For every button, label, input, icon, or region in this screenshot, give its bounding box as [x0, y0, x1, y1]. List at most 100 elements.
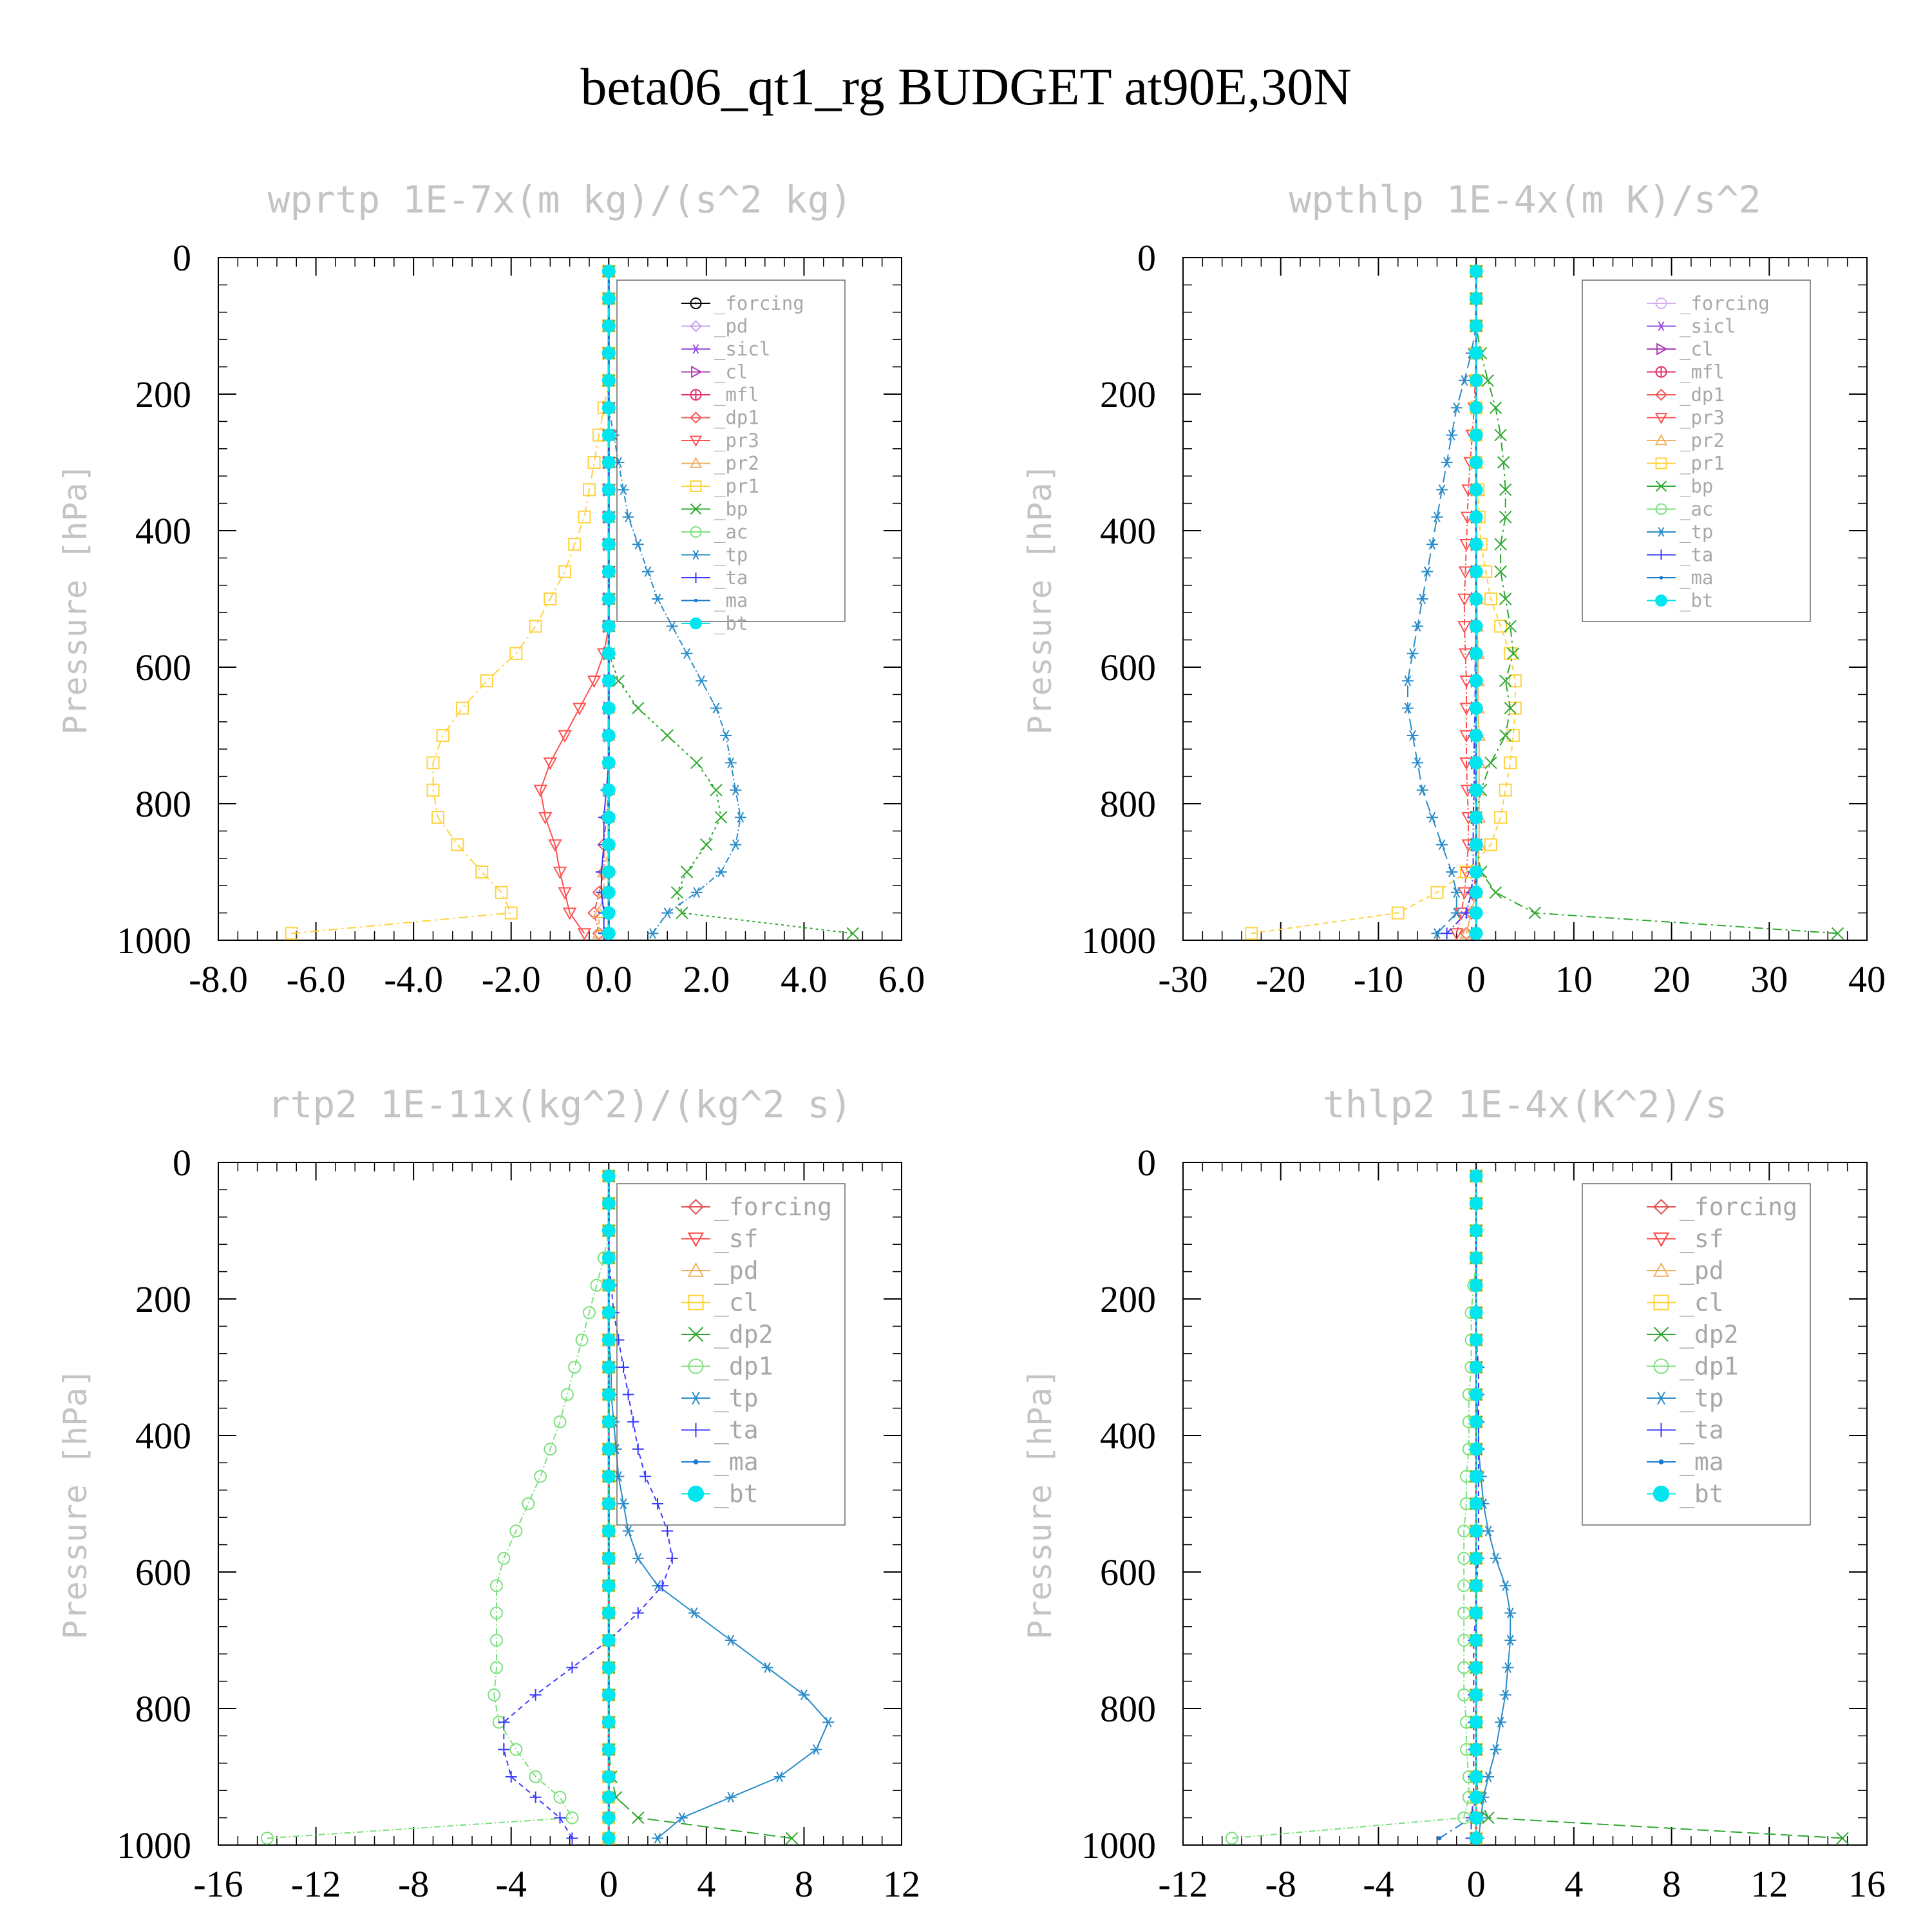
data-point — [622, 1526, 634, 1537]
data-point — [724, 1792, 737, 1803]
data-point — [601, 1442, 616, 1456]
data-point — [1469, 537, 1483, 551]
legend-label: _forcing — [1680, 292, 1770, 315]
data-point — [578, 510, 591, 524]
data-point — [1499, 783, 1512, 797]
data-point — [509, 647, 523, 660]
x-tick-label: 4 — [697, 1863, 715, 1905]
data-point — [495, 886, 508, 899]
data-point — [1437, 1836, 1442, 1841]
series-bt — [1469, 264, 1483, 940]
data-point — [498, 1743, 510, 1756]
data-point — [1469, 1743, 1483, 1757]
data-point — [681, 648, 693, 659]
data-point — [489, 1634, 503, 1647]
chart-panel-1: wprtp 1E-7x(m kg)/(s^2 kg) Pressure [hPa]… — [57, 178, 925, 1000]
data-point — [601, 1715, 616, 1729]
legend-label: _ta — [714, 567, 748, 589]
legend-label: _pr2 — [714, 453, 759, 475]
legend-marker — [688, 1358, 704, 1374]
data-point — [1469, 1278, 1483, 1293]
legend-label: _pd — [714, 316, 748, 338]
data-point — [1489, 886, 1502, 899]
y-tick-label: 400 — [1100, 1415, 1156, 1457]
data-point — [1459, 539, 1473, 552]
legend-marker — [1653, 1198, 1669, 1215]
data-point — [632, 701, 645, 715]
legend-marker — [1653, 1327, 1669, 1342]
data-point — [543, 757, 558, 770]
data-point — [566, 1832, 578, 1844]
panel-title: thlp2 1E-4x(K^2)/s — [1323, 1083, 1728, 1126]
data-point — [632, 1443, 644, 1455]
legend-label: _dp2 — [1680, 1320, 1739, 1349]
data-point — [1469, 838, 1483, 851]
data-point — [1406, 730, 1419, 741]
legend-marker — [1655, 457, 1667, 469]
data-point — [1446, 430, 1458, 440]
legend-marker — [691, 365, 703, 379]
x-tick-label: -4.0 — [384, 958, 443, 1000]
data-point — [1469, 292, 1483, 306]
data-point — [1469, 1811, 1483, 1825]
data-point — [1484, 838, 1497, 851]
data-point — [666, 621, 678, 632]
data-point — [696, 675, 708, 687]
legend-marker — [694, 598, 698, 603]
x-tick-label: 30 — [1750, 958, 1788, 1000]
data-point — [601, 1305, 616, 1320]
data-point — [618, 1498, 630, 1510]
data-point — [601, 1743, 616, 1757]
data-point — [710, 703, 723, 714]
series-dp1 — [260, 1170, 616, 1845]
data-point — [1499, 729, 1512, 742]
data-point — [1469, 1715, 1483, 1729]
x-tick-label: 8 — [795, 1863, 813, 1905]
data-point — [1469, 1470, 1483, 1484]
x-tick-label: 8 — [1662, 1863, 1681, 1905]
y-tick-label: 800 — [1100, 783, 1156, 825]
legend-label: _ma — [1680, 1448, 1724, 1477]
data-point — [497, 1551, 511, 1565]
data-point — [553, 866, 567, 880]
data-point — [1469, 510, 1483, 524]
data-point — [1497, 456, 1510, 469]
data-point — [680, 866, 694, 878]
x-tick-label: 6.0 — [878, 958, 925, 1000]
data-point — [1469, 1832, 1483, 1845]
data-point — [601, 1770, 616, 1784]
y-tick-label: 1000 — [117, 1824, 191, 1866]
data-point — [601, 1197, 616, 1210]
data-point — [1504, 620, 1517, 633]
x-tick-label: -8 — [398, 1863, 429, 1905]
data-point — [1469, 1169, 1483, 1183]
data-point — [1508, 701, 1522, 715]
data-point — [558, 887, 572, 900]
data-point — [553, 1790, 567, 1804]
data-point — [810, 1744, 822, 1755]
data-point — [498, 1716, 510, 1728]
data-point — [601, 1578, 616, 1593]
legend-marker — [693, 1459, 699, 1464]
panel-title: wpthlp 1E-4x(m K)/s^2 — [1289, 178, 1761, 222]
data-point — [601, 1415, 616, 1429]
y-tick-label: 1000 — [1081, 1824, 1156, 1866]
legend-label: _cl — [1680, 1289, 1724, 1318]
data-point — [1469, 1524, 1483, 1538]
series-line-dp1 — [1231, 1176, 1477, 1839]
legend-marker — [1656, 321, 1667, 331]
data-point — [577, 928, 592, 941]
data-point — [601, 1278, 616, 1293]
legend-marker — [690, 573, 701, 583]
data-point — [1459, 926, 1473, 939]
data-point — [1484, 592, 1497, 605]
data-point — [1469, 756, 1483, 770]
legend-marker — [690, 344, 701, 354]
data-point — [798, 1689, 810, 1701]
legend-label: _sf — [714, 1225, 759, 1254]
y-tick-label: 1000 — [1081, 920, 1156, 961]
legend-marker — [688, 1423, 703, 1437]
data-point — [489, 1579, 503, 1593]
